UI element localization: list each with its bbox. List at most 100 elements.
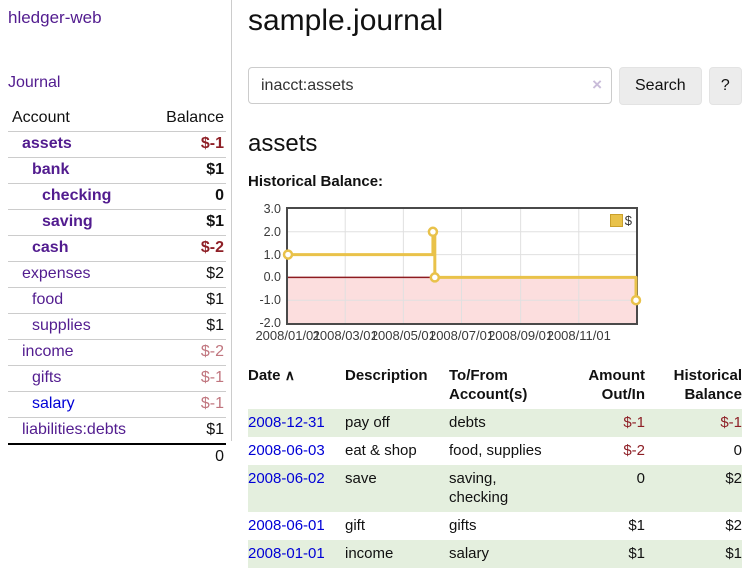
data-point-marker <box>427 226 439 238</box>
txn-header-balance: Historical Balance <box>673 367 742 403</box>
txn-header-date[interactable]: Date ∧ <box>248 367 295 384</box>
transaction-accounts: saving, checking <box>449 470 509 506</box>
account-link-income[interactable]: income <box>22 343 74 360</box>
account-link-expenses[interactable]: expenses <box>22 265 91 282</box>
account-balance: $1 <box>149 313 226 340</box>
account-balance: 0 <box>149 183 226 210</box>
txn-header-accounts: To/From Account(s) <box>449 367 528 403</box>
account-link-salary[interactable]: salary <box>32 395 75 412</box>
legend-swatch <box>609 214 623 227</box>
y-axis-tick: -1.0 <box>259 293 281 308</box>
account-link-food[interactable]: food <box>32 291 64 308</box>
transaction-amount: $-2 <box>623 442 645 459</box>
y-axis-tick: 3.0 <box>263 202 281 216</box>
search-button[interactable]: Search <box>619 67 702 105</box>
account-balance: $2 <box>149 261 226 288</box>
transaction-description: save <box>345 470 377 487</box>
account-row: assets $-1 <box>8 131 226 158</box>
transaction-row: 2008-06-02 save saving, checking 0 $2 <box>248 465 742 512</box>
accounts-table: Account Balance assets $-1 bank $1 checking 0… <box>8 106 226 470</box>
account-row: gifts $-1 <box>8 365 226 392</box>
transaction-date-link[interactable]: 2008-01-01 <box>248 545 325 562</box>
accounts-header-account: Account <box>8 106 150 132</box>
account-link-checking[interactable]: checking <box>42 187 112 204</box>
y-axis-tick: 2.0 <box>263 224 281 239</box>
account-link-supplies[interactable]: supplies <box>32 317 91 334</box>
y-axis-tick: -2.0 <box>259 316 281 330</box>
transaction-balance: 0 <box>733 442 742 459</box>
account-row: bank $1 <box>8 157 226 184</box>
account-row: supplies $1 <box>8 313 226 340</box>
sort-ascending-icon: ∧ <box>284 367 295 383</box>
transaction-amount: $1 <box>628 517 645 534</box>
sidebar: hledger-web Journal Account Balance asse… <box>0 0 232 470</box>
txn-header-amount: Amount Out/In <box>588 367 645 403</box>
account-balance: $-1 <box>149 365 226 392</box>
account-link-assets[interactable]: assets <box>22 135 72 152</box>
account-link-bank[interactable]: bank <box>32 161 70 178</box>
transaction-balance: $2 <box>725 517 742 534</box>
account-row: expenses $2 <box>8 261 226 288</box>
txn-header-description: Description <box>345 367 428 384</box>
y-axis-tick: 1.0 <box>263 247 281 262</box>
transaction-date-link[interactable]: 2008-06-01 <box>248 517 325 534</box>
account-balance: $-1 <box>149 391 226 418</box>
account-link-saving[interactable]: saving <box>42 213 93 230</box>
transaction-row: 2008-06-03 eat & shop food, supplies $-2 0 <box>248 437 742 465</box>
transaction-description: eat & shop <box>345 442 417 459</box>
account-balance: $1 <box>149 157 226 184</box>
account-heading: assets <box>248 130 318 157</box>
y-axis-tick: 0.0 <box>263 270 281 285</box>
accounts-total-row: 0 <box>8 443 226 470</box>
clear-search-icon[interactable]: × <box>592 75 602 94</box>
transaction-date-link[interactable]: 2008-06-03 <box>248 442 325 459</box>
x-axis-tick: 2008/01/01 <box>255 328 321 343</box>
app-title-link[interactable]: hledger-web <box>8 8 102 27</box>
data-point-marker <box>630 294 642 306</box>
transaction-accounts: salary <box>449 545 490 562</box>
transaction-date-link[interactable]: 2008-12-31 <box>248 414 325 431</box>
legend-label: $ <box>624 213 632 228</box>
account-row: checking 0 <box>8 183 226 210</box>
transactions-table-body: 2008-12-31 pay off debts $-1 $-1 2008-06-03 ea… <box>248 409 742 568</box>
account-link-liabilities-debts[interactable]: liabilities:debts <box>22 421 127 438</box>
transaction-date-link[interactable]: 2008-06-02 <box>248 470 325 487</box>
account-balance: $1 <box>149 287 226 314</box>
accounts-table-body: assets $-1 bank $1 checking 0 saving $1 cash $-2 e… <box>8 131 226 445</box>
transaction-description: pay off <box>345 414 390 431</box>
account-link-cash[interactable]: cash <box>32 239 69 256</box>
account-row: income $-2 <box>8 339 226 366</box>
data-point-marker <box>282 249 294 260</box>
transaction-row: 2008-01-01 income salary $1 $1 <box>248 540 742 568</box>
sidebar-item-journal[interactable]: Journal <box>8 74 61 91</box>
main-content: sample.journal × Search ? assets Histori… <box>248 0 742 568</box>
accounts-total-balance: 0 <box>149 443 226 470</box>
y-axis: 3.0 2.0 1.0 0.0 -1.0 -2.0 <box>248 202 281 330</box>
accounts-header-balance: Balance <box>149 106 226 132</box>
account-link-gifts[interactable]: gifts <box>32 369 62 386</box>
account-balance: $-2 <box>149 235 226 262</box>
balance-chart: 3.0 2.0 1.0 0.0 -1.0 -2.0 $ 2008/01/01 2008/03… <box>248 199 688 345</box>
chart-title: Historical Balance: <box>248 173 384 190</box>
transaction-accounts: gifts <box>449 517 477 534</box>
account-balance: $1 <box>149 417 226 445</box>
page-title: sample.journal <box>248 4 444 37</box>
chart-legend: $ <box>609 213 632 228</box>
account-row: saving $1 <box>8 209 226 236</box>
x-axis-tick: 2008/09/01 <box>488 328 554 343</box>
x-axis: 2008/01/01 2008/03/01 2008/05/01 2008/07/01… <box>255 328 636 344</box>
transaction-description: income <box>345 545 394 562</box>
search-help-button[interactable]: ? <box>708 67 742 105</box>
search-input[interactable] <box>248 67 612 104</box>
x-axis-tick: 2008/05/01 <box>370 328 436 343</box>
search-bar: × Search ? <box>248 67 742 105</box>
transaction-amount: 0 <box>636 470 645 487</box>
x-axis-tick: 2008/03/01 <box>312 328 378 343</box>
transaction-balance: $2 <box>725 470 742 487</box>
account-balance: $-2 <box>149 339 226 366</box>
x-axis-tick: 2008/11/01 <box>546 328 611 343</box>
sidebar-divider <box>231 0 232 441</box>
transaction-row: 2008-12-31 pay off debts $-1 $-1 <box>248 409 742 437</box>
account-row: food $1 <box>8 287 226 314</box>
